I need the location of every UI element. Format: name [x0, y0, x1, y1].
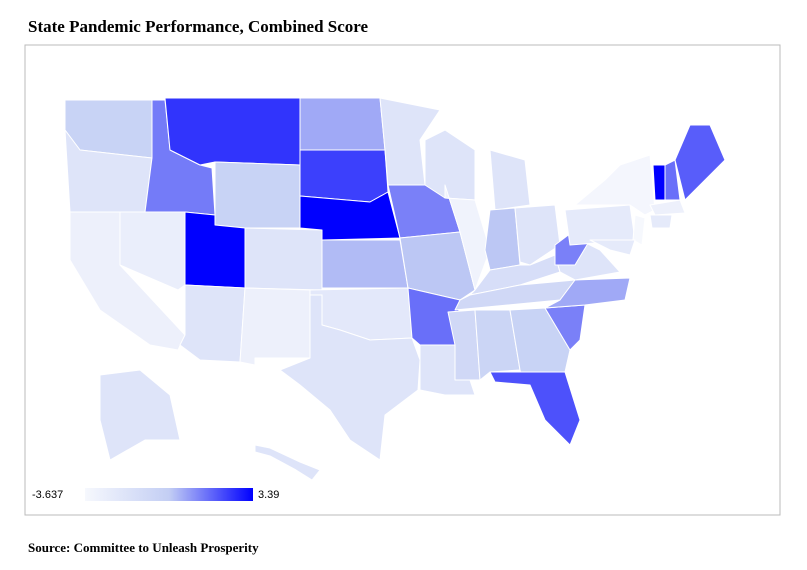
legend-max: 3.39	[258, 489, 279, 501]
source: Source: Committee to Unleash Prosperity	[28, 540, 259, 555]
state	[321, 239, 409, 289]
state	[674, 124, 726, 201]
legend-min: -3.637	[32, 489, 63, 501]
state	[664, 159, 681, 201]
state	[484, 207, 521, 271]
state	[474, 309, 521, 381]
state	[489, 371, 581, 446]
legend-gradient	[85, 488, 253, 501]
state	[514, 204, 561, 266]
state	[164, 97, 301, 166]
state	[239, 287, 311, 366]
state	[447, 309, 481, 381]
state	[179, 284, 246, 363]
state	[632, 214, 646, 246]
state	[299, 97, 386, 151]
state	[279, 294, 421, 461]
state	[649, 214, 673, 229]
state	[99, 369, 181, 461]
states	[64, 97, 726, 481]
state	[649, 199, 686, 216]
state	[652, 164, 666, 201]
state	[589, 239, 636, 256]
state	[299, 149, 389, 203]
chart-title: State Pandemic Performance, Combined Sco…	[28, 17, 369, 36]
state	[574, 154, 656, 216]
state	[244, 227, 323, 291]
state	[399, 231, 476, 301]
state	[489, 149, 531, 211]
state	[254, 444, 321, 481]
state	[564, 204, 636, 246]
state	[299, 191, 401, 241]
state	[214, 161, 301, 229]
